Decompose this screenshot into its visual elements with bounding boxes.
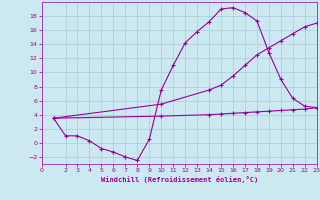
X-axis label: Windchill (Refroidissement éolien,°C): Windchill (Refroidissement éolien,°C) — [100, 176, 258, 183]
